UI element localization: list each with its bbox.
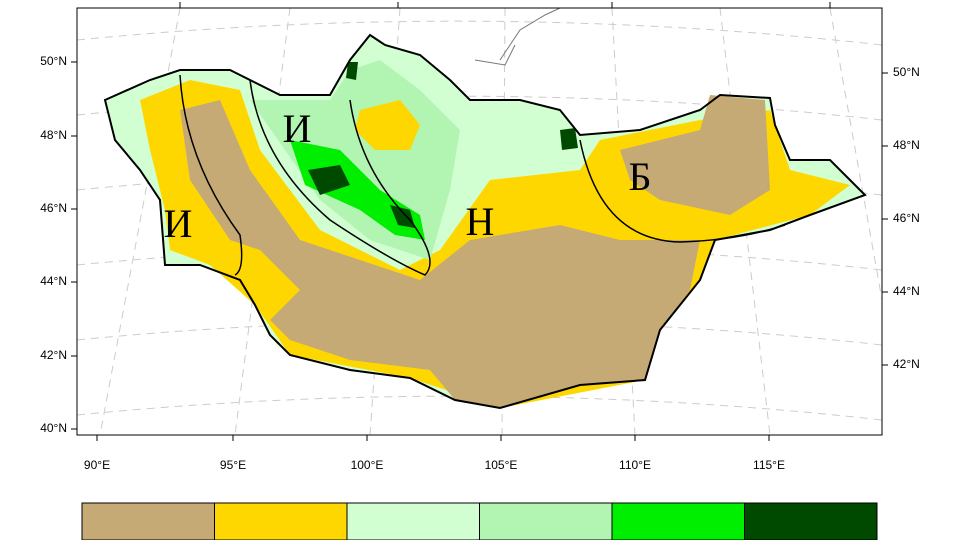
lat-label: 50°N — [893, 65, 920, 79]
lon-label: 90°E — [84, 458, 110, 472]
colorbar-box — [346, 502, 480, 540]
lat-label: 50°N — [40, 54, 67, 68]
lat-label: 48°N — [893, 138, 920, 152]
region-label: И — [283, 106, 312, 151]
zone-boundary — [249, 79, 431, 276]
zone-boundary — [579, 139, 786, 243]
colorbar — [81, 502, 878, 540]
lat-label: 46°N — [893, 211, 920, 225]
lon-label: 110°E — [619, 458, 651, 472]
tan-zone-east — [620, 95, 770, 215]
colorbar-box — [214, 502, 348, 540]
colorbar-box — [81, 502, 215, 540]
lat-label: 44°N — [893, 284, 920, 298]
green-zone — [290, 140, 425, 240]
region-label: И — [164, 201, 193, 246]
tan-zone — [180, 100, 700, 408]
lon-label: 95°E — [220, 458, 246, 472]
mongolia-field — [103, 7, 867, 410]
yellow-blob — [355, 100, 420, 150]
colorbar-box — [479, 502, 613, 540]
colorbar-box — [611, 502, 745, 540]
lon-label: 105°E — [485, 458, 518, 472]
lon-label: 100°E — [351, 458, 384, 472]
region-label: Б — [629, 154, 652, 199]
labels: 50°N 48°N 46°N 44°N 42°N 40°N 50°N 48°N 46°N 44°N… — [40, 2, 920, 472]
lat-label: 46°N — [40, 201, 67, 215]
region-label: Н — [466, 199, 495, 244]
map-frame — [76, 7, 883, 436]
lat-label: 42°N — [40, 348, 67, 362]
lat-label: 48°N — [40, 128, 67, 142]
country-border — [103, 33, 867, 410]
colorbar-box — [744, 502, 878, 540]
lon-label: 115°E — [753, 458, 785, 472]
zone-boundary — [179, 74, 243, 276]
lat-label: 44°N — [40, 274, 67, 288]
neighbor-border — [474, 7, 561, 66]
lat-label: 42°N — [893, 357, 920, 371]
lat-label: 40°N — [40, 421, 67, 435]
